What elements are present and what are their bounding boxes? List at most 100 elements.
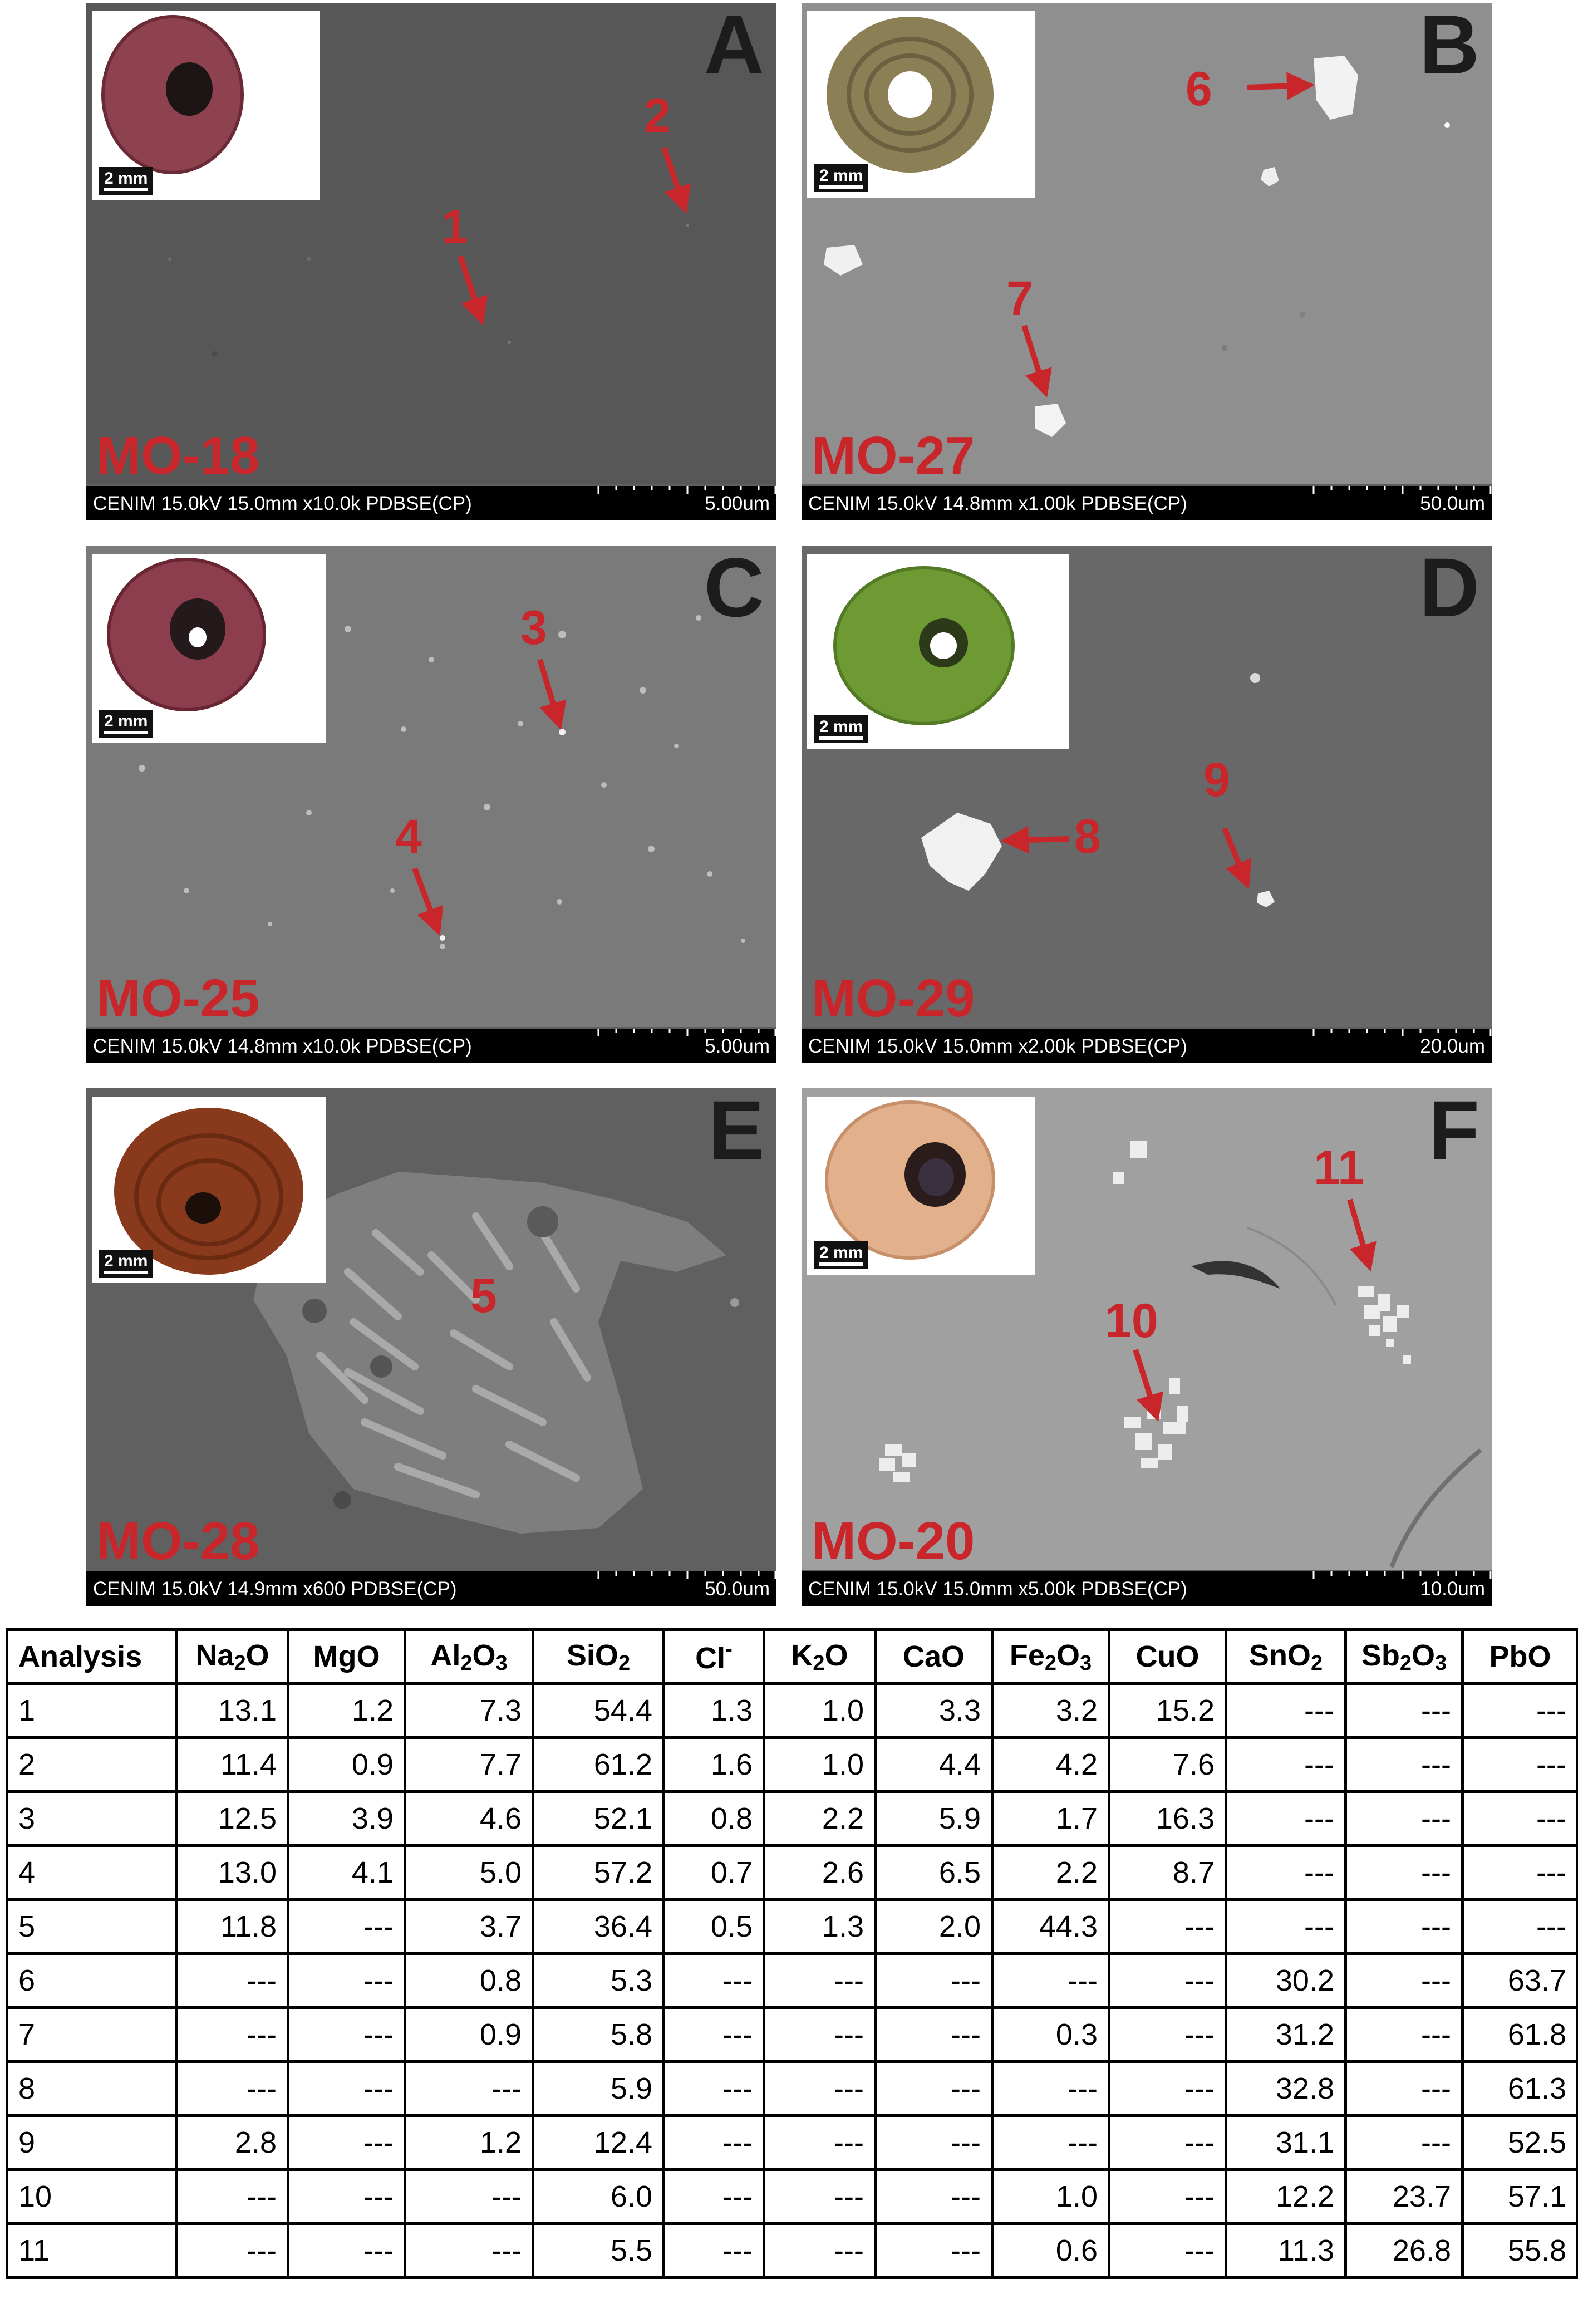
table-cell: --- (662, 2114, 765, 2171)
table-cell: --- (991, 1952, 1110, 2009)
table-cell: 7.7 (404, 1736, 534, 1793)
table-cell: 9 (6, 2114, 178, 2171)
table-cell: --- (1461, 1736, 1578, 1793)
table-cell: 0.7 (662, 1844, 765, 1901)
table-cell: 6 (6, 1952, 178, 2009)
table-cell: --- (1461, 1844, 1578, 1901)
table-cell: 0.9 (287, 1736, 406, 1793)
inset-scale-badge: 2 mm (814, 715, 869, 743)
table-cell: 26.8 (1344, 2222, 1464, 2279)
bead-image (101, 15, 244, 174)
analysis-label-5: 5 (470, 1269, 497, 1323)
table-cell: 30.2 (1225, 1952, 1347, 2009)
table-cell: --- (1225, 1736, 1347, 1793)
column-header: MgO (287, 1628, 406, 1685)
table-cell: 31.1 (1225, 2114, 1347, 2171)
sem-info-bar: CENIM 15.0kV 14.8mm x10.0k PDBSE(CP) 5.0… (86, 1029, 776, 1063)
sem-info-bar: CENIM 15.0kV 15.0mm x10.0k PDBSE(CP) 5.0… (86, 486, 776, 520)
table-cell: --- (1344, 2006, 1464, 2063)
table-cell: 3.3 (874, 1682, 994, 1739)
table-cell: 16.3 (1108, 1790, 1227, 1847)
table-cell: --- (874, 2060, 994, 2117)
sample-id: MO-29 (812, 969, 975, 1028)
table-cell: 5.3 (532, 1952, 665, 2009)
sem-info-bar: CENIM 15.0kV 15.0mm x2.00k PDBSE(CP) 20.… (802, 1029, 1492, 1063)
bead-photo-inset: 2 mm (807, 554, 1069, 749)
inset-scale-text: 2 mm (819, 166, 863, 185)
sample-id: MO-28 (96, 1511, 260, 1571)
table-cell: 0.8 (662, 1790, 765, 1847)
table-row: 8 --- --- --- 5.9 --- --- --- --- --- 32.8 --- 61.3 (6, 2060, 1578, 2117)
table-cell: 1.3 (662, 1682, 765, 1739)
table-cell: 3.2 (991, 1682, 1110, 1739)
table-row: 9 2.8 --- 1.2 12.4 --- --- --- --- --- 31.1 --- 52.5 (6, 2114, 1578, 2171)
table-cell: 5.9 (532, 2060, 665, 2117)
table-cell: --- (175, 1952, 289, 2009)
table-cell: 23.7 (1344, 2168, 1464, 2225)
composition-table: Analysis Na2O MgO Al2O3 SiO2 Cl- K2O CaO Fe2O3 Cu… (6, 1628, 1578, 2279)
panel-letter: A (704, 3, 764, 91)
table-cell: --- (1344, 1790, 1464, 1847)
table-row: 1 13.1 1.2 7.3 54.4 1.3 1.0 3.3 3.2 15.2 --- --- --- (6, 1682, 1578, 1739)
table-cell: --- (1461, 1898, 1578, 1955)
analysis-arrows (412, 659, 567, 936)
table-cell: 1.2 (287, 1682, 406, 1739)
table-cell: 1.3 (763, 1898, 877, 1955)
table-cell: 15.2 (1108, 1682, 1227, 1739)
column-header: Cl- (662, 1628, 765, 1685)
table-cell: 2.2 (763, 1790, 877, 1847)
table-cell: 4 (6, 1844, 178, 1901)
sem-info-bar: CENIM 15.0kV 14.8mm x1.00k PDBSE(CP) 50.… (802, 486, 1492, 520)
sem-parameters: CENIM 15.0kV 15.0mm x5.00k PDBSE(CP) (808, 1578, 1187, 1600)
table-cell: --- (1461, 1682, 1578, 1739)
table-cell: 2 (6, 1736, 178, 1793)
sem-parameters: CENIM 15.0kV 15.0mm x10.0k PDBSE(CP) (93, 493, 472, 514)
table-cell: 61.3 (1461, 2060, 1578, 2117)
table-cell: --- (1225, 1844, 1347, 1901)
table-cell: 13.0 (175, 1844, 289, 1901)
table-cell: --- (175, 2006, 289, 2063)
table-cell: 0.3 (991, 2006, 1110, 2063)
table-row: 4 13.0 4.1 5.0 57.2 0.7 2.6 6.5 2.2 8.7 --- --- --- (6, 1844, 1578, 1901)
table-cell: 61.8 (1461, 2006, 1578, 2063)
table-cell: --- (1461, 1790, 1578, 1847)
table-cell: 8 (6, 2060, 178, 2117)
analysis-label-6: 6 (1186, 62, 1212, 116)
table-cell: --- (287, 1898, 406, 1955)
table-header-row: Analysis Na2O MgO Al2O3 SiO2 Cl- K2O CaO Fe2O3 Cu… (6, 1628, 1578, 1685)
sample-id: MO-25 (96, 969, 260, 1028)
bead-image (114, 1108, 303, 1275)
table-cell: --- (662, 1952, 765, 2009)
table-cell: --- (763, 2114, 877, 2171)
inset-scale-text: 2 mm (819, 1244, 863, 1262)
bead-image (833, 566, 1015, 725)
sem-parameters: CENIM 15.0kV 14.9mm x600 PDBSE(CP) (93, 1578, 457, 1600)
table-cell: --- (404, 2168, 534, 2225)
sample-id: MO-27 (812, 426, 975, 485)
table-cell: 31.2 (1225, 2006, 1347, 2063)
table-cell: 5 (6, 1898, 178, 1955)
analysis-label-7: 7 (1006, 272, 1033, 325)
bead-image (825, 1100, 995, 1260)
table-cell: --- (287, 2006, 406, 2063)
table-cell: 8.7 (1108, 1844, 1227, 1901)
table-cell: 11.4 (175, 1736, 289, 1793)
table-cell: 44.3 (991, 1898, 1110, 1955)
table-cell: 0.5 (662, 1898, 765, 1955)
table-cell: --- (175, 2222, 289, 2279)
table-cell: 7.3 (404, 1682, 534, 1739)
table-cell: 57.2 (532, 1844, 665, 1901)
panel-letter: E (708, 1088, 764, 1177)
table-cell: 13.1 (175, 1682, 289, 1739)
table-cell: --- (1108, 2114, 1227, 2171)
bead-photo-inset: 2 mm (807, 11, 1035, 198)
table-cell: --- (1344, 1952, 1464, 2009)
table-cell: --- (763, 1952, 877, 2009)
table-cell: --- (991, 2114, 1110, 2171)
table-cell: 6.5 (874, 1844, 994, 1901)
bead-photo-inset: 2 mm (92, 11, 320, 200)
table-cell: --- (763, 2222, 877, 2279)
sample-id: MO-20 (812, 1511, 975, 1571)
sem-panel-a: 2 mm 1 2 A MO-18 CENIM 15.0kV 15.0mm x10… (86, 3, 776, 520)
table-cell: --- (1344, 1736, 1464, 1793)
